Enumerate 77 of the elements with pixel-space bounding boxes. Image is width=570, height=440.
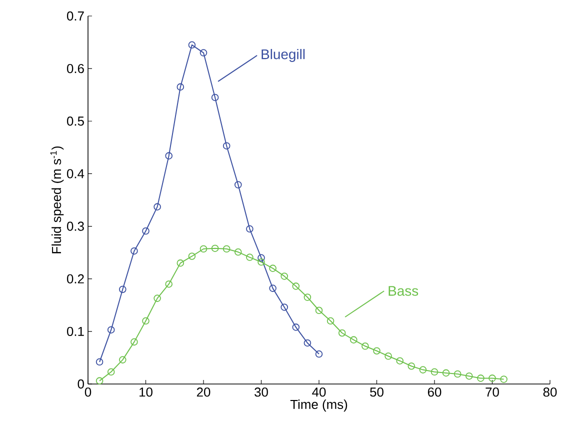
point <box>315 306 323 314</box>
point <box>130 338 138 346</box>
y-tick-label: 0.4 <box>66 169 84 178</box>
point <box>280 304 288 311</box>
point <box>176 83 184 91</box>
x-tick-label: 70 <box>486 388 499 397</box>
point <box>188 252 196 260</box>
point <box>280 272 288 280</box>
point <box>338 329 346 337</box>
point <box>222 245 230 253</box>
point <box>430 368 438 376</box>
point <box>466 372 473 380</box>
point <box>454 370 462 378</box>
point <box>419 366 427 374</box>
x-tick-label: 20 <box>196 388 210 397</box>
x-axis-title: Time (ms) <box>290 400 348 412</box>
y-tick-label: 0.5 <box>66 116 84 126</box>
point <box>292 282 300 290</box>
point <box>165 280 173 288</box>
y-tick-label: 0 <box>78 379 84 389</box>
point <box>246 225 254 233</box>
x-tick-label: 80 <box>543 388 557 397</box>
point <box>119 356 126 364</box>
point <box>362 342 369 350</box>
point <box>142 227 150 235</box>
point <box>176 259 184 267</box>
x-tick-label: 10 <box>140 388 152 397</box>
point <box>188 41 196 49</box>
y-tick-label: 0.1 <box>66 326 84 336</box>
point <box>442 369 450 377</box>
point <box>96 377 104 384</box>
y-tick-label: 0.6 <box>66 64 84 74</box>
x-tick-label: 0 <box>84 388 92 397</box>
point <box>165 152 173 160</box>
point <box>154 203 161 210</box>
point <box>373 347 380 355</box>
point <box>269 284 276 292</box>
point <box>200 49 208 56</box>
y-tick-label: 0.7 <box>66 11 84 21</box>
point <box>211 244 219 252</box>
point <box>269 264 276 272</box>
point <box>211 94 219 102</box>
point <box>477 374 484 382</box>
point <box>107 368 115 376</box>
point <box>304 294 312 301</box>
text: Bass <box>388 286 418 296</box>
point <box>384 352 392 360</box>
point <box>326 317 334 325</box>
point <box>234 181 242 188</box>
y-tick-label: 0.2 <box>66 274 84 284</box>
y-axis-title: Fluid speed (m s$^{-1}$) <box>50 146 64 254</box>
point <box>258 254 265 262</box>
point <box>234 248 242 256</box>
x-tick-label: 40 <box>312 388 326 397</box>
point <box>96 358 104 366</box>
point <box>350 336 358 344</box>
y-tick-label: 0.3 <box>66 222 84 231</box>
x-tick-label: 30 <box>254 388 268 397</box>
point <box>304 339 312 347</box>
point <box>107 326 115 334</box>
point <box>200 245 208 253</box>
point <box>142 317 150 325</box>
point <box>119 286 126 294</box>
point <box>292 324 300 331</box>
point <box>222 142 230 150</box>
point <box>130 247 138 255</box>
point <box>488 374 496 382</box>
point <box>500 376 508 383</box>
text: Bluegill <box>262 48 305 62</box>
point <box>408 362 416 370</box>
point <box>154 294 161 302</box>
point <box>246 254 254 261</box>
point <box>315 350 323 358</box>
point <box>258 258 265 266</box>
x-tick-label: 60 <box>428 388 442 397</box>
point <box>396 357 404 365</box>
x-tick-label: 50 <box>370 388 384 397</box>
